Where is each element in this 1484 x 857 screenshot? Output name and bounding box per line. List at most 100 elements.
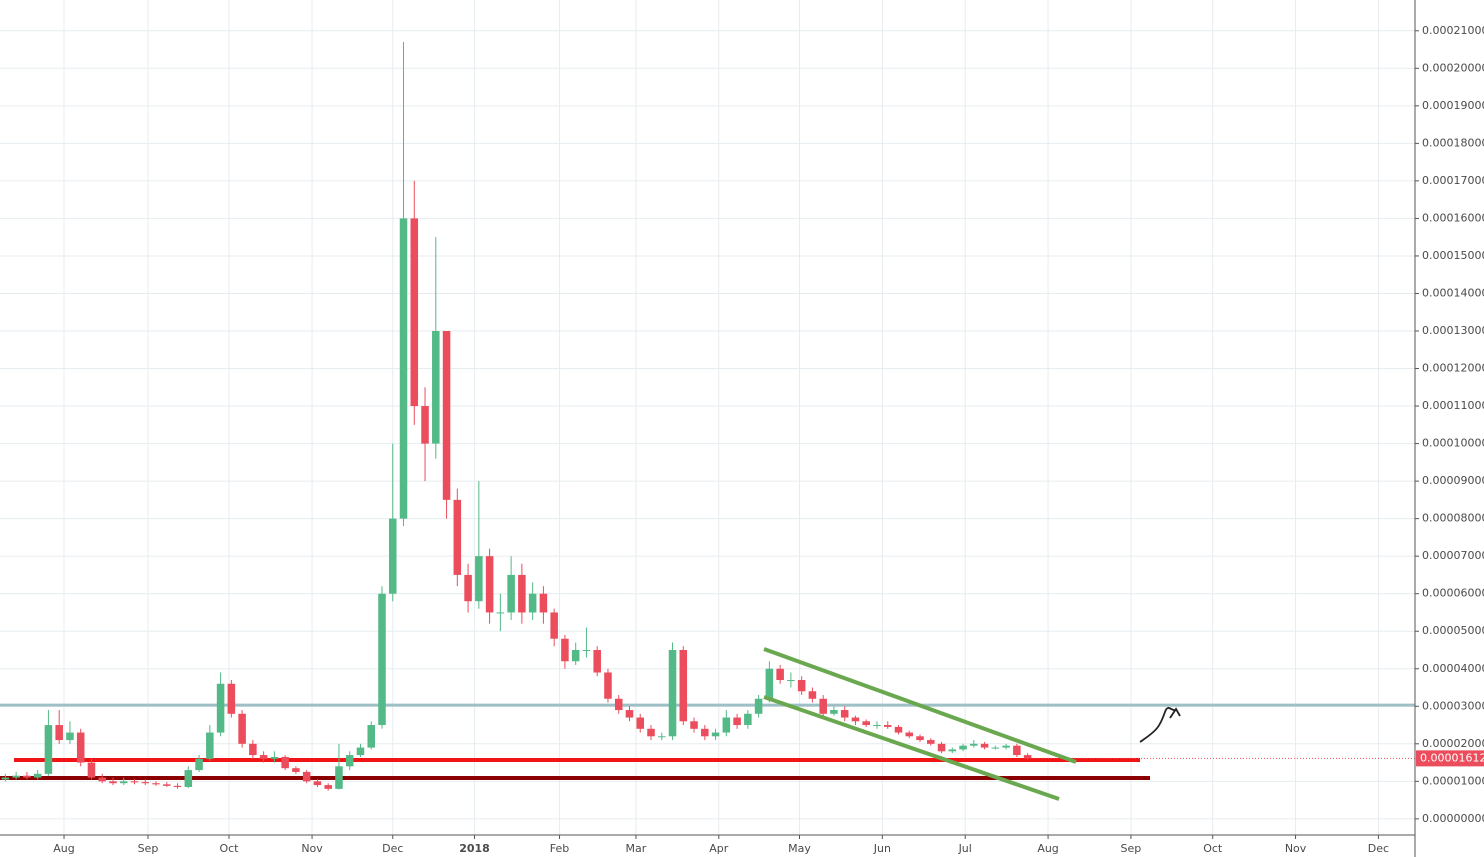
candle-body xyxy=(636,717,645,729)
candle-body xyxy=(614,698,623,711)
candle-body xyxy=(647,728,655,737)
candle-body xyxy=(991,747,1000,749)
x-tick-label: Sep xyxy=(138,842,159,855)
candle-body xyxy=(421,406,429,444)
candle-body xyxy=(152,783,160,785)
last-price-box xyxy=(1416,750,1484,767)
candle-body xyxy=(690,721,698,729)
candle-body xyxy=(238,713,246,744)
candle-body xyxy=(539,593,548,613)
y-tick-label: 0.00000000 xyxy=(1422,812,1484,825)
candle-body xyxy=(281,756,289,769)
x-tick-label: Apr xyxy=(709,842,729,855)
y-tick-label: 0.00018000 xyxy=(1422,136,1484,149)
candle-body xyxy=(840,710,849,718)
candle-body xyxy=(356,747,365,756)
candle-body xyxy=(55,725,63,741)
x-tick-label: Nov xyxy=(1285,842,1307,855)
y-tick-label: 0.00001000 xyxy=(1422,774,1484,787)
candle-body xyxy=(830,710,838,714)
candle-body xyxy=(216,683,225,733)
candle-body xyxy=(797,680,806,692)
candle-body xyxy=(561,638,569,662)
x-tick-label: Mar xyxy=(626,842,647,855)
candle-body xyxy=(1002,745,1010,748)
candle-body xyxy=(109,781,117,784)
y-tick-label: 0.00016000 xyxy=(1422,211,1484,224)
y-tick-label: 0.00021000 xyxy=(1422,24,1484,37)
candle-body xyxy=(701,728,709,737)
last-price-label: 0.00001612 xyxy=(1420,751,1484,764)
candle-body xyxy=(345,755,354,767)
candle-body xyxy=(66,732,74,741)
candle-body xyxy=(883,725,892,727)
candle-body xyxy=(76,732,85,763)
x-tick-label: Nov xyxy=(301,842,323,855)
candle-body xyxy=(259,755,268,759)
candles xyxy=(1,42,1032,791)
x-tick-label: Aug xyxy=(53,842,74,855)
candle-body xyxy=(787,680,795,682)
x-tick-label: Aug xyxy=(1037,842,1058,855)
candle-body xyxy=(528,593,537,613)
candle-body xyxy=(970,743,978,746)
candle-body xyxy=(862,721,870,726)
x-tick-label: Dec xyxy=(382,842,403,855)
candle-body xyxy=(44,725,53,774)
candle-body xyxy=(399,218,408,519)
candle-body xyxy=(335,766,343,789)
candle-body xyxy=(302,771,311,782)
candle-body xyxy=(163,784,171,786)
candle-body xyxy=(292,768,300,772)
candle-body xyxy=(733,717,741,726)
x-tick-label: Jul xyxy=(958,842,972,855)
candle-body xyxy=(432,330,440,444)
candle-body xyxy=(313,781,322,786)
candle-body xyxy=(270,756,279,759)
candle-body xyxy=(851,717,860,722)
x-tick-label: Sep xyxy=(1121,842,1142,855)
candle-body xyxy=(496,612,505,614)
y-tick-label: 0.00007000 xyxy=(1422,549,1484,562)
candle-body xyxy=(119,781,128,784)
candle-body xyxy=(518,574,526,613)
candle-body xyxy=(582,649,591,651)
candle-body xyxy=(625,710,634,718)
candle-body xyxy=(507,574,515,613)
candle-body xyxy=(593,649,601,673)
y-tick-label: 0.00012000 xyxy=(1422,362,1484,375)
y-tick-label: 0.00002000 xyxy=(1422,737,1484,750)
candle-body xyxy=(475,556,483,602)
candle-body xyxy=(604,672,612,699)
candle-body xyxy=(550,612,558,639)
candle-body xyxy=(173,785,182,787)
y-tick-label: 0.00011000 xyxy=(1422,399,1484,412)
y-tick-label: 0.00006000 xyxy=(1422,587,1484,600)
candle-body xyxy=(873,725,881,727)
candle-body xyxy=(1013,745,1021,756)
grid xyxy=(0,0,1415,835)
channel-upper xyxy=(763,647,1077,764)
x-tick-label: May xyxy=(788,842,811,855)
x-tick-label: Feb xyxy=(550,842,569,855)
candle-body xyxy=(249,743,257,756)
y-tick-label: 0.00008000 xyxy=(1422,512,1484,525)
candle-body xyxy=(776,668,784,681)
y-tick-label: 0.00019000 xyxy=(1422,99,1484,112)
drawings xyxy=(763,647,1181,801)
candle-body xyxy=(1,777,10,780)
candle-body xyxy=(23,775,31,778)
y-tick-label: 0.00015000 xyxy=(1422,249,1484,262)
candle-body xyxy=(410,218,419,407)
candle-body xyxy=(937,743,946,752)
candle-body xyxy=(464,574,472,602)
y-tick-label: 0.00010000 xyxy=(1422,437,1484,450)
candle-body xyxy=(98,777,106,782)
y-tick-label: 0.00020000 xyxy=(1422,61,1484,74)
y-tick-label: 0.00013000 xyxy=(1422,324,1484,337)
candle-body xyxy=(33,773,42,778)
candle-body xyxy=(141,782,150,784)
candle-body xyxy=(711,732,720,737)
